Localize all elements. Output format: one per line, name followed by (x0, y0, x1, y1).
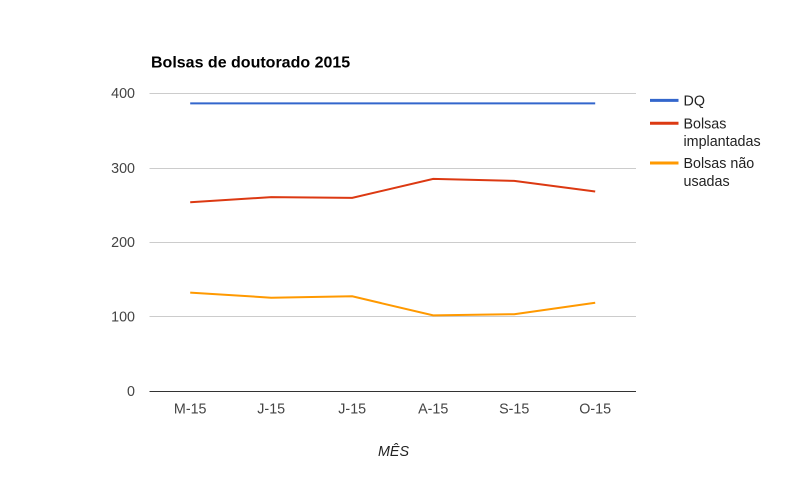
svg-text:MÊS: MÊS (378, 443, 409, 460)
svg-text:A-15: A-15 (418, 402, 448, 418)
svg-text:Bolsas de doutorado 2015: Bolsas de doutorado 2015 (151, 55, 350, 72)
svg-text:200: 200 (111, 235, 135, 251)
svg-text:M-15: M-15 (174, 402, 207, 418)
svg-text:100: 100 (111, 309, 135, 325)
svg-text:300: 300 (111, 161, 135, 177)
svg-text:Bolsas: Bolsas (684, 116, 727, 132)
svg-text:0: 0 (127, 384, 135, 400)
svg-text:400: 400 (111, 86, 135, 102)
svg-text:Bolsas não: Bolsas não (684, 156, 755, 172)
svg-text:S-15: S-15 (499, 402, 529, 418)
svg-text:usadas: usadas (684, 174, 730, 190)
svg-text:O-15: O-15 (579, 402, 611, 418)
svg-text:DQ: DQ (684, 94, 705, 110)
svg-text:J-15: J-15 (338, 402, 366, 418)
svg-text:J-15: J-15 (257, 402, 285, 418)
svg-text:implantadas: implantadas (684, 134, 761, 150)
